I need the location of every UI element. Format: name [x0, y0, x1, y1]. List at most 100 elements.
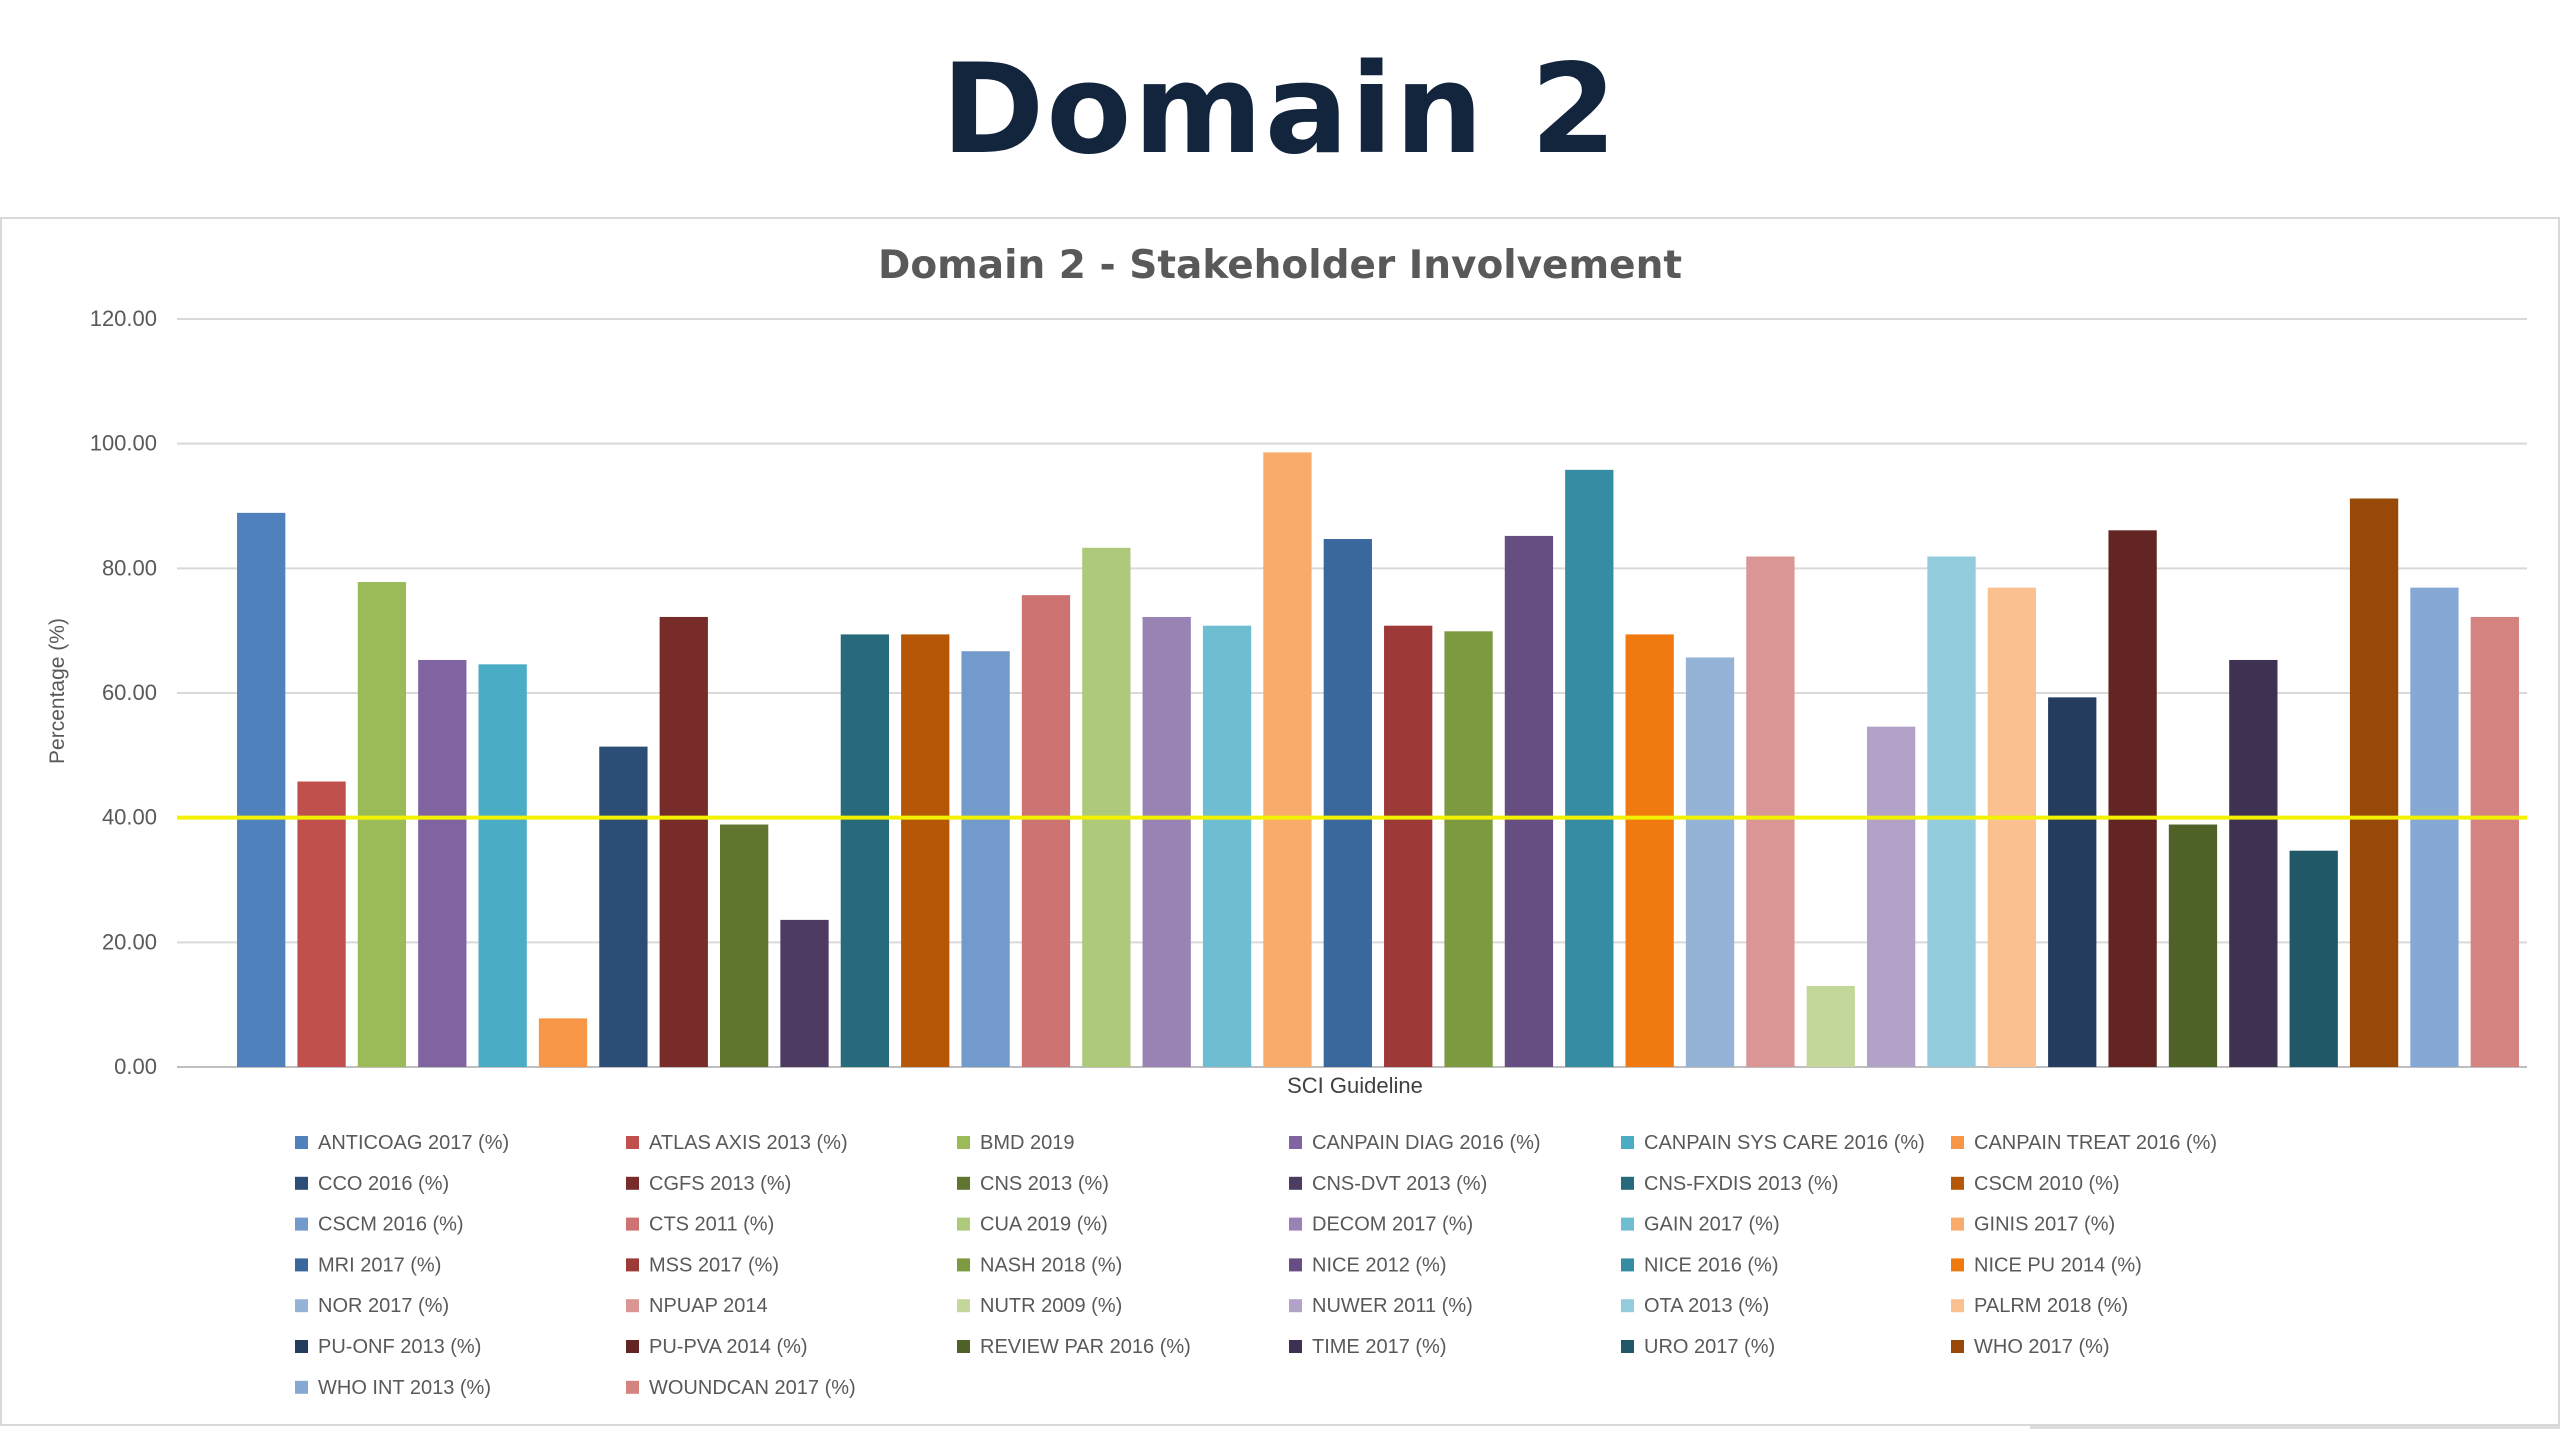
legend-swatch — [957, 1217, 970, 1231]
legend-entry: CTS 2011 (%) — [626, 1214, 774, 1236]
legend-entry: CGFS 2013 (%) — [626, 1173, 791, 1195]
legend-entry: NUWER 2011 (%) — [1289, 1295, 1473, 1317]
slide-title: Domain 2 — [941, 38, 1619, 182]
bar — [1987, 587, 2037, 1067]
bar — [538, 1018, 588, 1067]
legend-entry: WOUNDCAN 2017 (%) — [626, 1377, 856, 1399]
legend-entry: PU-ONF 2013 (%) — [295, 1336, 481, 1358]
legend-swatch — [1621, 1299, 1634, 1313]
legend-entry: GINIS 2017 (%) — [1951, 1214, 2115, 1236]
legend-entry: NICE PU 2014 (%) — [1951, 1254, 2142, 1276]
legend-entry: BMD 2019 — [957, 1132, 1075, 1154]
legend-label: ATLAS AXIS 2013 (%) — [649, 1132, 848, 1154]
legend-swatch — [1289, 1299, 1302, 1313]
legend-label: PU-PVA 2014 (%) — [649, 1336, 808, 1358]
legend-label: WOUNDCAN 2017 (%) — [649, 1377, 856, 1399]
footer-rule — [2030, 1426, 2560, 1429]
chart-frame: Domain 2 - Stakeholder Involvement 0.00 2… — [0, 217, 2560, 1426]
legend-label: CANPAIN SYS CARE 2016 (%) — [1644, 1132, 1925, 1154]
legend-label: GINIS 2017 (%) — [1974, 1214, 2115, 1236]
bar — [1565, 469, 1614, 1067]
legend-entry: CSCM 2010 (%) — [1951, 1173, 2120, 1195]
legend-entry: GAIN 2017 (%) — [1621, 1214, 1780, 1236]
legend-entry: CCO 2016 (%) — [295, 1173, 449, 1195]
legend-label: CCO 2016 (%) — [318, 1173, 449, 1195]
legend-entry: CANPAIN SYS CARE 2016 (%) — [1621, 1132, 1925, 1154]
bar — [1021, 595, 1071, 1067]
legend-label: TIME 2017 (%) — [1312, 1336, 1446, 1358]
legend-label: CGFS 2013 (%) — [649, 1173, 791, 1195]
legend-label: NICE 2016 (%) — [1644, 1254, 1779, 1276]
bar — [599, 746, 648, 1067]
legend-swatch — [295, 1258, 308, 1272]
legend-swatch — [626, 1340, 639, 1353]
bar — [2470, 616, 2519, 1067]
legend-swatch — [1951, 1340, 1964, 1353]
legend-swatch — [1951, 1258, 1964, 1272]
legend-entry: ATLAS AXIS 2013 (%) — [626, 1132, 848, 1154]
bar — [1504, 535, 1554, 1067]
bar — [1384, 625, 1433, 1067]
legend-entry: PALRM 2018 (%) — [1951, 1295, 2128, 1317]
bar — [1202, 625, 1252, 1067]
bar — [2108, 530, 2157, 1067]
legend-swatch — [1621, 1176, 1634, 1190]
bar — [901, 634, 950, 1067]
legend-label: CNS-FXDIS 2013 (%) — [1644, 1173, 1839, 1195]
bar — [961, 651, 1010, 1067]
legend-label: NICE PU 2014 (%) — [1974, 1254, 2142, 1276]
y-tick-label: 120.00 — [90, 306, 157, 331]
legend-swatch — [1621, 1258, 1634, 1272]
legend-label: CSCM 2010 (%) — [1974, 1173, 2120, 1195]
legend-swatch — [1951, 1217, 1964, 1231]
legend-swatch — [626, 1299, 639, 1313]
legend-entry: NASH 2018 (%) — [957, 1254, 1122, 1276]
legend-swatch — [957, 1340, 970, 1353]
legend-entry: CANPAIN TREAT 2016 (%) — [1951, 1132, 2217, 1154]
bar — [1927, 556, 1976, 1067]
legend-label: GAIN 2017 (%) — [1644, 1214, 1780, 1236]
bar — [1746, 556, 1795, 1067]
legend-entry: OTA 2013 (%) — [1621, 1295, 1769, 1317]
legend-swatch — [957, 1299, 970, 1313]
legend-label: PU-ONF 2013 (%) — [318, 1336, 481, 1358]
legend-swatch — [626, 1176, 639, 1190]
legend-entry: MRI 2017 (%) — [295, 1254, 441, 1276]
bar — [1625, 634, 1674, 1067]
legend-label: MSS 2017 (%) — [649, 1254, 779, 1276]
legend-label: CTS 2011 (%) — [649, 1214, 774, 1236]
bar — [1444, 631, 1493, 1067]
bar — [1082, 547, 1131, 1067]
legend-entry: MSS 2017 (%) — [626, 1254, 779, 1276]
bar — [2048, 697, 2097, 1067]
legend-swatch — [1951, 1176, 1964, 1190]
legend-swatch — [295, 1380, 308, 1394]
legend-label: CANPAIN TREAT 2016 (%) — [1974, 1132, 2217, 1154]
bar — [1806, 985, 1855, 1067]
bar — [840, 634, 890, 1067]
legend-label: NUTR 2009 (%) — [980, 1295, 1122, 1317]
bar — [1323, 539, 1372, 1067]
legend-label: URO 2017 (%) — [1644, 1336, 1775, 1358]
legend-entry: NOR 2017 (%) — [295, 1295, 449, 1317]
bars — [237, 452, 2519, 1067]
legend-entry: NPUAP 2014 — [626, 1295, 768, 1317]
legend: ANTICOAG 2017 (%) ATLAS AXIS 2013 (%) BMD … — [295, 1132, 2217, 1399]
bar — [297, 781, 346, 1067]
legend-swatch — [1289, 1258, 1302, 1272]
legend-swatch — [626, 1258, 639, 1272]
y-tick-label: 40.00 — [102, 805, 157, 830]
y-tick-label: 80.00 — [102, 555, 157, 580]
chart-title: Domain 2 - Stakeholder Involvement — [878, 243, 1682, 288]
legend-label: OTA 2013 (%) — [1644, 1295, 1769, 1317]
bar — [659, 616, 708, 1067]
y-tick-label: 60.00 — [102, 680, 157, 705]
legend-label: NASH 2018 (%) — [980, 1254, 1122, 1276]
legend-swatch — [1951, 1299, 1964, 1313]
legend-swatch — [1289, 1340, 1302, 1353]
legend-swatch — [295, 1340, 308, 1353]
bar — [1866, 726, 1916, 1067]
legend-entry: URO 2017 (%) — [1621, 1336, 1775, 1358]
legend-swatch — [957, 1176, 970, 1190]
legend-swatch — [1621, 1340, 1634, 1353]
